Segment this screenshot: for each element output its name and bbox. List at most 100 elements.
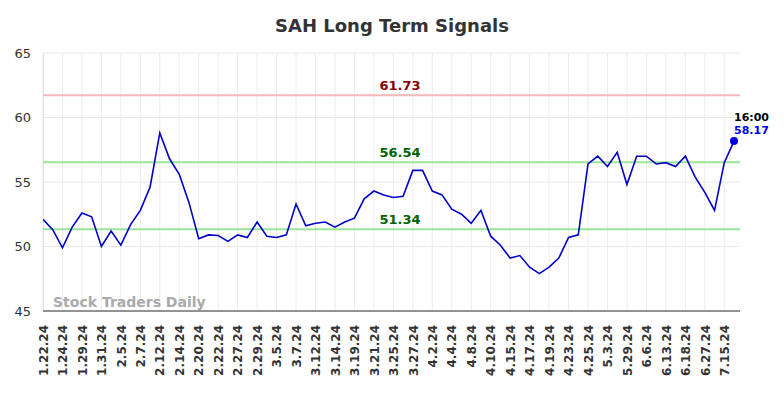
x-tick-label: 2.5.24 [115,325,129,368]
grid-line [120,53,121,311]
x-tick: 3.5.24 [270,311,284,368]
x-tick-label: 2.20.24 [192,325,206,376]
x-tick-label: 3.14.24 [329,325,343,376]
y-tick-label: 60 [14,110,31,125]
x-tick: 5.29.24 [621,311,635,376]
x-tick-label: 3.21.24 [368,325,382,376]
x-tick-label: 2.27.24 [231,325,245,376]
y-tick: 60 [14,110,43,125]
y-tick: 65 [14,46,43,61]
grid-line [665,53,666,311]
x-tick-label: 1.31.24 [95,325,109,376]
plot [43,95,740,273]
x-tick: 2.29.24 [251,311,265,376]
x-tick-label: 3.5.24 [270,325,284,368]
x-tick: 3.27.24 [407,311,421,376]
grid-line [43,246,740,247]
x-tick-label: 4.10.24 [484,325,498,376]
x-tick-label: 6.27.24 [699,325,713,376]
x-tick: 1.29.24 [76,311,90,376]
grid-line [568,53,569,311]
x-tick: 5.3.24 [601,311,615,368]
y-tick-label: 65 [14,46,31,61]
y-axis: 45 50 55 60 65 [14,46,43,319]
grid-line [159,53,160,311]
grid-line [43,311,740,312]
x-tick: 4.19.24 [543,311,557,376]
grid-line [646,53,647,311]
x-tick-label: 1.24.24 [56,325,70,376]
grid-line [140,53,141,311]
x-tick: 2.7.24 [134,311,148,368]
title: SAH Long Term Signals [275,15,509,36]
grid-line [607,53,608,311]
grid [43,53,740,311]
grid-line [218,53,219,311]
grid-line [373,53,374,311]
x-tick-label: 6.18.24 [679,325,693,376]
x-tick-label: 4.8.24 [465,325,479,368]
x-tick: 6.18.24 [679,311,693,376]
y-tick-label: 45 [14,304,31,319]
grid-line [685,53,686,311]
grid-line [588,53,589,311]
grid-line [451,53,452,311]
grid-line [276,53,277,311]
x-tick-label: 4.17.24 [523,325,537,376]
y-tick-label: 50 [14,239,31,254]
y-tick: 55 [14,175,43,190]
x-tick-label: 4.19.24 [543,325,557,376]
x-tick-label: 3.7.24 [290,325,304,368]
x-tick: 3.19.24 [348,311,362,376]
x-tick-label: 4.2.24 [426,325,440,368]
chart: SAH Long Term Signals 45 50 55 60 65 1.22.24 1.… [0,0,784,398]
x-tick: 2.27.24 [231,311,245,376]
x-tick-label: 4.25.24 [582,325,596,376]
x-tick-label: 5.29.24 [621,325,635,376]
x-tick: 2.20.24 [192,311,206,376]
x-tick: 3.14.24 [329,311,343,376]
x-tick: 4.23.24 [562,311,576,376]
x-tick: 4.2.24 [426,311,440,368]
x-tick: 2.22.24 [212,311,226,376]
last-time: 16:00 [734,111,769,124]
x-tick-label: 3.25.24 [387,325,401,376]
x-tick: 2.12.24 [153,311,167,376]
x-tick-label: 4.23.24 [562,325,576,376]
x-tick-label: 4.4.24 [445,325,459,368]
grid-line [471,53,472,311]
y-axis-line [43,54,44,312]
x-tick-label: 6.13.24 [660,325,674,376]
x-tick-label: 6.6.24 [640,325,654,368]
x-tick: 3.25.24 [387,311,401,376]
x-tick: 2.14.24 [173,311,187,376]
grid-line [81,53,82,311]
x-tick: 1.22.24 [37,311,51,376]
y-tick-label: 55 [14,175,31,190]
last-point [730,137,738,145]
grid-line [432,53,433,311]
grid-line [704,53,705,311]
grid-line [43,53,44,311]
x-tick-label: 7.15.24 [718,325,732,376]
grid-line [62,53,63,311]
reference-label: 56.54 [379,145,420,160]
grid-line [549,53,550,311]
last-value: 58.17 [734,124,769,137]
grid-line [198,53,199,311]
x-tick-label: 5.3.24 [601,325,615,368]
x-tick: 3.12.24 [309,311,323,376]
grid-line [237,53,238,311]
x-tick: 1.31.24 [95,311,109,376]
x-tick-label: 3.19.24 [348,325,362,376]
y-tick: 45 [14,304,43,319]
grid-line [315,53,316,311]
x-tick-label: 2.7.24 [134,325,148,368]
grid-line [296,53,297,311]
y-tick: 50 [14,239,43,254]
x-axis-line [43,311,740,312]
x-tick-label: 2.12.24 [153,325,167,376]
x-tick: 6.27.24 [699,311,713,376]
grid-line [257,53,258,311]
reference-line [43,228,740,230]
